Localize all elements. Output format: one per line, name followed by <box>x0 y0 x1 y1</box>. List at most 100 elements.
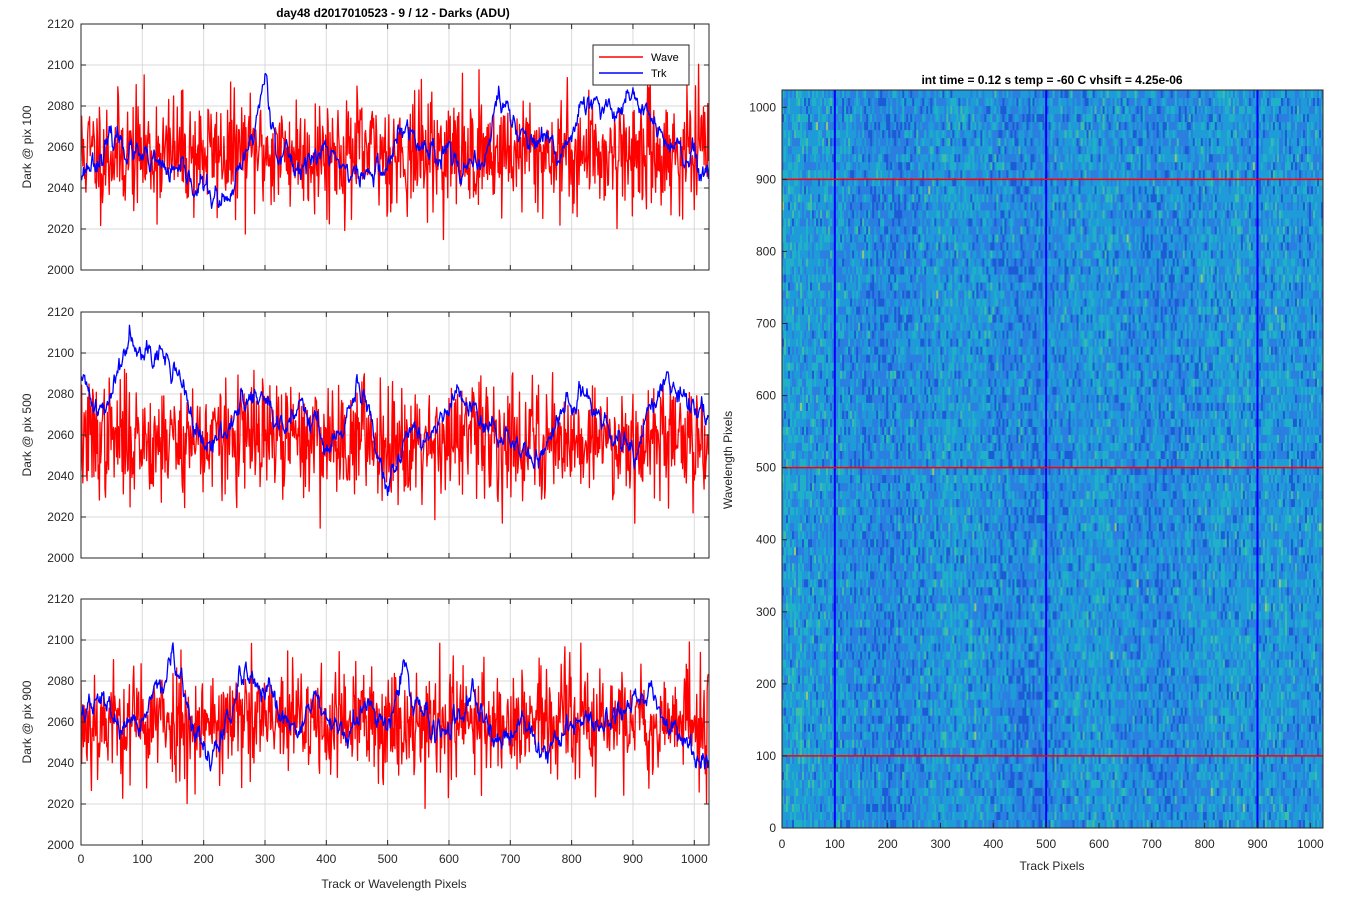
heatmap-cell <box>800 619 802 627</box>
heatmap-cell <box>806 708 808 716</box>
heatmap-cell <box>852 644 854 652</box>
heatmap-cell <box>862 186 864 194</box>
heatmap-cell <box>822 820 824 828</box>
heatmap-cell <box>850 387 852 395</box>
heatmap-cell <box>794 764 796 772</box>
heatmap-cell <box>838 283 840 291</box>
heatmap-cell <box>796 363 798 371</box>
heatmap-cell <box>786 258 788 266</box>
heatmap-cell <box>866 692 868 700</box>
heatmap-cell <box>828 258 830 266</box>
heatmap-cell <box>804 218 806 226</box>
heatmap-cell <box>836 700 838 708</box>
heatmap-cell <box>878 475 880 483</box>
heatmap-cell <box>860 234 862 242</box>
heatmap-cell <box>802 475 804 483</box>
heatmap-cell <box>862 331 864 339</box>
heatmap-cell <box>852 138 854 146</box>
heatmap-cell <box>864 411 866 419</box>
heatmap-cell <box>862 459 864 467</box>
heatmap-cell <box>870 627 872 635</box>
heatmap-cell <box>800 98 802 106</box>
heatmap-cell <box>800 202 802 210</box>
heatmap-cell <box>854 611 856 619</box>
heatmap-cell <box>878 563 880 571</box>
heatmap-cell <box>874 788 876 796</box>
heatmap-cell <box>830 499 832 507</box>
y-axis-label: Dark @ pix 500 <box>20 393 34 476</box>
heatmap-cell <box>840 443 842 451</box>
heatmap-cell <box>806 419 808 427</box>
heatmap-cell <box>874 595 876 603</box>
heatmap-cell <box>802 740 804 748</box>
heatmap-cell <box>844 162 846 170</box>
y-tick-label: 2080 <box>47 387 74 401</box>
heatmap-cell <box>874 234 876 242</box>
heatmap-cell <box>866 242 868 250</box>
heatmap-cell <box>788 796 790 804</box>
heatmap-cell <box>880 210 882 218</box>
heatmap-cell <box>794 226 796 234</box>
heatmap-cell <box>800 515 802 523</box>
heatmap-cell <box>810 411 812 419</box>
heatmap-cell <box>860 788 862 796</box>
heatmap-cell <box>804 660 806 668</box>
heatmap-cell <box>876 451 878 459</box>
heatmap-cell <box>862 684 864 692</box>
heatmap-cell <box>844 170 846 178</box>
heatmap-cell <box>826 555 828 563</box>
heatmap-cell <box>882 90 884 98</box>
heatmap-cell <box>848 619 850 627</box>
heatmap-cell <box>810 258 812 266</box>
heatmap-cell <box>824 764 826 772</box>
heatmap-cell <box>804 780 806 788</box>
heatmap-cell <box>794 459 796 467</box>
heatmap-cell <box>798 275 800 283</box>
heatmap-cell <box>788 595 790 603</box>
heatmap-cell <box>838 403 840 411</box>
heatmap-cell <box>818 812 820 820</box>
heatmap-cell <box>802 547 804 555</box>
heatmap-cell <box>824 603 826 611</box>
heatmap-cell <box>800 716 802 724</box>
heatmap-cell <box>858 154 860 162</box>
heatmap-cell <box>796 507 798 515</box>
heatmap-cell <box>842 692 844 700</box>
heatmap-cell <box>798 812 800 820</box>
heatmap-cell <box>798 379 800 387</box>
heatmap-cell <box>842 507 844 515</box>
heatmap-cell <box>878 106 880 114</box>
heatmap-cell <box>860 395 862 403</box>
heatmap-cell <box>800 234 802 242</box>
heatmap-cell <box>864 186 866 194</box>
heatmap-cell <box>784 515 786 523</box>
heatmap-cell <box>814 459 816 467</box>
heatmap-cell <box>812 740 814 748</box>
heatmap-cell <box>816 748 818 756</box>
heatmap-cell <box>788 114 790 122</box>
heatmap-cell <box>874 299 876 307</box>
heatmap-cell <box>884 339 886 347</box>
heatmap-cell <box>860 186 862 194</box>
heatmap-cell <box>822 186 824 194</box>
heatmap-cell <box>814 419 816 427</box>
heatmap-cell <box>826 395 828 403</box>
heatmap-cell <box>806 355 808 363</box>
heatmap-cell <box>800 395 802 403</box>
heatmap-cell <box>862 788 864 796</box>
heatmap-cell <box>812 371 814 379</box>
heatmap-cell <box>868 186 870 194</box>
heatmap-cell <box>838 234 840 242</box>
heatmap-cell <box>784 435 786 443</box>
heatmap-cell <box>792 595 794 603</box>
heatmap-cell <box>830 451 832 459</box>
heatmap-cell <box>868 122 870 130</box>
heatmap-cell <box>846 716 848 724</box>
heatmap-cell <box>858 587 860 595</box>
heatmap-cell <box>868 355 870 363</box>
heatmap-cell <box>788 539 790 547</box>
heatmap-cell <box>820 339 822 347</box>
heatmap-cell <box>818 595 820 603</box>
heatmap-cell <box>784 331 786 339</box>
heatmap-cell <box>784 90 786 98</box>
